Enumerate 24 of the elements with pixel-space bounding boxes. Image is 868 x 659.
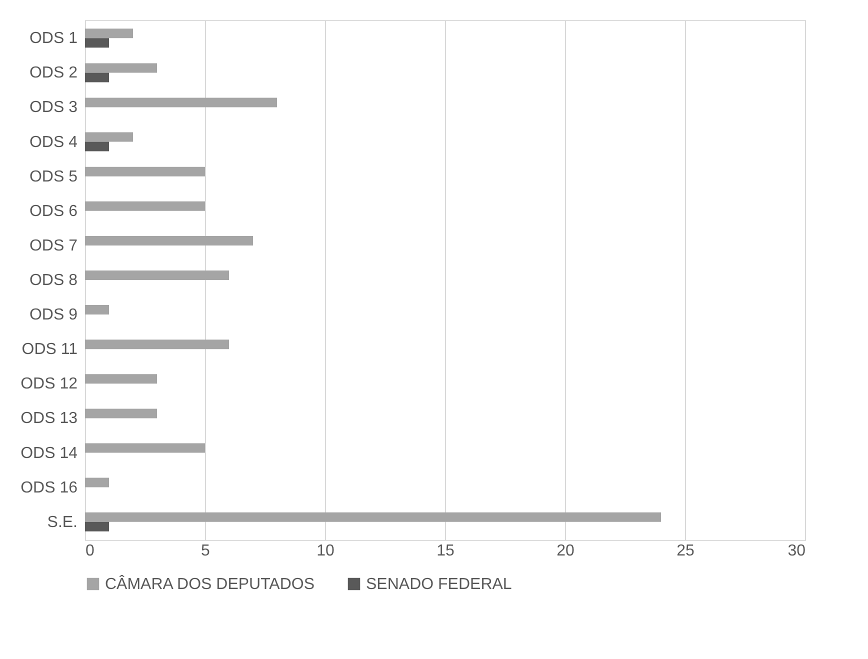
x-tick-label: 10 [316, 542, 334, 560]
y-tick-label: ODS 13 [20, 410, 78, 428]
x-tick-label: 25 [676, 542, 694, 560]
y-tick-label: ODS 16 [20, 479, 78, 496]
x-tick-label: 5 [201, 542, 210, 560]
y-tick-label: ODS 11 [22, 341, 78, 358]
y-tick-label: ODS 6 [29, 202, 78, 220]
y-tick-label: ODS 3 [29, 99, 78, 116]
legend-label: CÂMARA DOS DEPUTADOS [105, 575, 315, 593]
y-tick-label: ODS 7 [29, 237, 78, 254]
y-tick-label: ODS 12 [20, 376, 78, 393]
y-tick-label: S.E. [47, 514, 78, 531]
y-tick-label: ODS 9 [29, 306, 78, 324]
y-tick-label: ODS 1 [29, 30, 78, 48]
legend-label: SENADO FEDERAL [366, 576, 512, 593]
y-tick-label: ODS 4 [29, 134, 78, 151]
y-tick-label: ODS 14 [20, 444, 78, 462]
x-tick-label: 30 [788, 542, 806, 560]
x-tick-label: 0 [86, 542, 94, 560]
y-tick-label: ODS 8 [29, 272, 78, 289]
x-tick-label: 15 [436, 542, 454, 560]
y-tick-label: ODS 5 [29, 168, 78, 186]
y-tick-label: ODS 2 [29, 64, 78, 82]
x-tick-label: 20 [556, 542, 574, 560]
